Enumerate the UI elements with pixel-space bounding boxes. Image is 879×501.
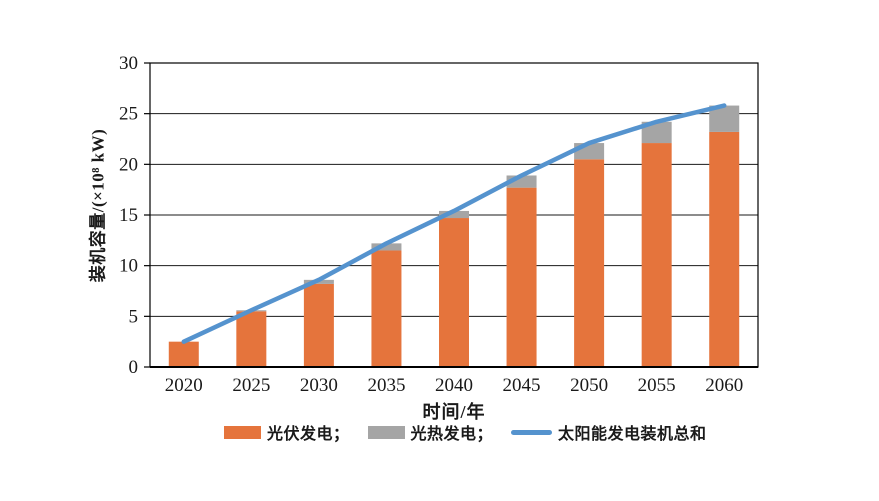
x-tick-label: 2060 (705, 375, 743, 396)
x-tick-label: 2055 (638, 375, 676, 396)
y-tick-label: 0 (129, 357, 139, 378)
bar-pv-2045 (506, 187, 537, 367)
legend-item-total: 太阳能发电装机总和 (511, 420, 707, 444)
bar-pv-2050 (574, 159, 605, 367)
bar-csp-2040 (439, 210, 469, 219)
legend-label-total: 太阳能发电装机总和 (558, 426, 707, 443)
y-tick-label: 25 (119, 104, 138, 125)
csp-bar-swatch-icon (367, 425, 405, 439)
bar-pv-2040 (439, 218, 469, 367)
legend-label-pv: 光伏发电； (267, 426, 350, 443)
total-capacity-line (181, 103, 727, 344)
x-tick-label: 2045 (503, 375, 541, 396)
bar-csp-2035 (371, 243, 402, 251)
bar-pv-2025 (236, 311, 267, 367)
x-tick-label: 2025 (232, 375, 270, 396)
bar-pv-2035 (371, 250, 402, 367)
legend-item-pv: 光伏发电； (224, 420, 350, 444)
bar-csp-2055 (641, 121, 672, 144)
y-tick-label: 10 (119, 256, 138, 277)
x-tick-label: 2035 (367, 375, 405, 396)
pv-bar-swatch-icon (224, 425, 261, 439)
bar-pv-2060 (709, 131, 740, 367)
bar-pv-2030 (303, 283, 334, 367)
x-axis-title: 时间/年 (422, 402, 486, 422)
x-tick-label: 2030 (300, 375, 338, 396)
y-tick-label: 20 (119, 154, 138, 175)
x-tick-label: 2040 (435, 375, 473, 396)
y-tick-label: 30 (119, 53, 138, 74)
y-tick-label: 15 (119, 205, 138, 226)
x-tick-label: 2050 (570, 375, 608, 396)
legend-item-csp: 光热发电； (367, 420, 494, 444)
legend: 光伏发电； 光热发电； 太阳能发电装机总和 (224, 420, 707, 444)
bar-pv-2020 (168, 341, 199, 367)
total-line-swatch-icon (511, 429, 553, 435)
bar-pv-2055 (641, 143, 672, 367)
y-tick-label: 5 (129, 306, 139, 327)
x-tick-label: 2020 (165, 375, 203, 396)
legend-label-csp: 光热发电； (410, 426, 494, 443)
